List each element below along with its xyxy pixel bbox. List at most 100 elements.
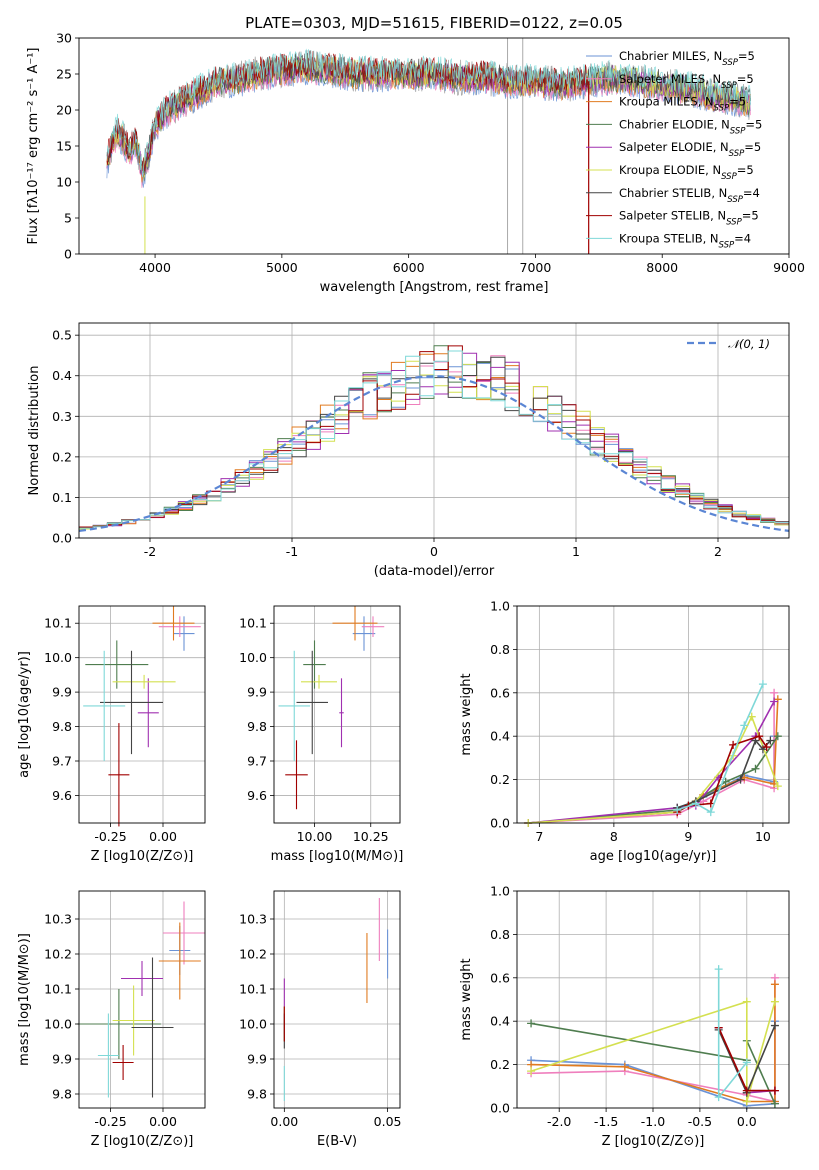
legend-subscript: SSP	[721, 81, 737, 91]
y-tick-label: 0.2	[490, 772, 510, 787]
mass-weight-marker	[527, 1019, 536, 1028]
y-axis-label: age [log10(age/yr)]	[17, 651, 32, 778]
x-tick-label: -0.5	[688, 1114, 712, 1129]
y-tick-label: 9.6	[52, 788, 72, 803]
mass-weight-marker	[773, 732, 782, 741]
y-tick-label: 9.8	[247, 1087, 267, 1102]
y-tick-label: 10.1	[239, 616, 267, 631]
mass-weight-marker	[751, 764, 760, 773]
legend-label: Chabrier STELIB, NSSP=4	[619, 186, 760, 205]
mass-weight-marker	[742, 1058, 751, 1067]
y-tick-label: 0.1	[52, 490, 72, 505]
y-tick-label: 0.0	[490, 816, 510, 831]
x-tick-label: -0.25	[94, 829, 126, 844]
x-tick-label: 9	[684, 829, 692, 844]
mass-weight-marker	[673, 805, 682, 814]
y-axis-label: Flux [fλ10⁻¹⁷ erg cm⁻² s⁻¹ A⁻¹]	[26, 48, 41, 245]
y-tick-label: 10.0	[239, 650, 267, 665]
legend-label: Salpeter ELODIE, NSSP=5	[619, 140, 761, 159]
mass-weight-marker	[740, 721, 749, 730]
x-tick-label: 7	[535, 829, 543, 844]
y-tick-label: 1.0	[490, 884, 510, 899]
mass-weight-line	[528, 699, 779, 824]
y-tick-label: 10.1	[44, 982, 72, 997]
panel-3: 10.00 10.25 9.6 9.7 9.8 9.9 10.0 10.1 mass [log1…	[239, 605, 403, 864]
mass-weight-line	[530, 1000, 776, 1102]
x-tick-label: -1.5	[594, 1114, 618, 1129]
legend-label: 𝒩(0, 1)	[728, 337, 770, 351]
x-tick-label: 10.00	[297, 829, 333, 844]
x-tick-label: 5000	[266, 260, 298, 275]
x-tick-label: 9000	[773, 260, 805, 275]
y-tick-label: 0.4	[490, 1014, 510, 1029]
x-tick-label: 0	[430, 544, 438, 559]
y-tick-label: 9.8	[52, 1087, 72, 1102]
x-tick-label: 0.05	[374, 1114, 402, 1129]
x-tick-label: 4000	[139, 260, 171, 275]
mass-weight-marker	[742, 997, 751, 1006]
y-tick-label: 9.8	[52, 719, 72, 734]
axes-frame	[78, 890, 206, 1109]
mass-weight-marker	[758, 680, 767, 689]
x-tick-label: 7000	[520, 260, 552, 275]
y-axis-label: mass [log10(M/M⊙)]	[17, 933, 32, 1066]
y-tick-label: 10.3	[44, 912, 72, 927]
mass-weight-marker	[770, 697, 779, 706]
y-axis-label: Normed distribution	[27, 366, 42, 496]
legend-label: Salpeter STELIB, NSSP=5	[619, 209, 759, 228]
x-tick-label: 0.00	[270, 1114, 298, 1129]
mass-weight-marker	[729, 740, 738, 749]
mass-weight-marker	[706, 808, 715, 817]
normal-curve	[79, 375, 789, 532]
mass-weight-marker	[742, 1097, 751, 1106]
legend-subscript: SSP	[722, 58, 738, 68]
legend-subscript: SSP	[729, 149, 745, 159]
y-tick-label: 0.0	[52, 531, 72, 546]
y-tick-label: 9.9	[52, 1052, 72, 1067]
y-tick-label: 25	[56, 67, 72, 82]
mass-weight-marker	[742, 1086, 751, 1095]
mass-weight-marker	[770, 980, 779, 989]
y-tick-label: 0.4	[52, 368, 72, 383]
plot-area	[106, 38, 751, 254]
y-tick-label: 0.5	[52, 328, 72, 343]
axes-frame	[516, 605, 790, 824]
mass-weight-marker	[620, 1062, 629, 1071]
x-tick-label: -2	[144, 544, 156, 559]
legend-count: =5	[737, 163, 754, 177]
x-tick-label: 0.0	[737, 1114, 757, 1129]
y-tick-label: 15	[56, 139, 72, 154]
y-tick-label: 20	[56, 103, 72, 118]
plot-area	[283, 898, 389, 1101]
x-tick-label: -0.25	[94, 1114, 126, 1129]
mass-weight-marker	[527, 1067, 536, 1076]
axes-frame	[78, 605, 206, 824]
y-tick-label: 9.9	[52, 685, 72, 700]
plot-area	[83, 606, 201, 827]
legend-count: =4	[734, 231, 751, 245]
legend-count: =5	[738, 49, 755, 63]
mass-weight-line	[717, 969, 748, 1100]
y-tick-label: 9.9	[247, 685, 267, 700]
y-tick-label: 10.1	[239, 982, 267, 997]
mass-weight-marker	[766, 736, 775, 745]
y-tick-label: 0.0	[490, 1101, 510, 1116]
y-tick-label: 10.3	[239, 912, 267, 927]
legend-subscript: SSP	[726, 218, 742, 228]
y-axis-label: mass weight	[459, 958, 474, 1040]
y-tick-label: 10.0	[44, 1017, 72, 1032]
mass-weight-marker	[762, 743, 771, 752]
mass-weight-line	[676, 738, 772, 809]
mass-weight-line	[528, 714, 779, 824]
y-axis-label: mass weight	[459, 673, 474, 755]
mass-weight-marker	[770, 1086, 779, 1095]
y-tick-label: 10	[56, 175, 72, 190]
legend-count: =5	[737, 72, 754, 86]
y-tick-label: 0.2	[490, 1057, 510, 1072]
y-tick-label: 9.9	[247, 1052, 267, 1067]
plot-area	[527, 965, 779, 1110]
legend-count: =5	[729, 95, 746, 109]
legend-label: Chabrier ELODIE, NSSP=5	[619, 117, 762, 136]
y-tick-label: 0.8	[490, 927, 510, 942]
panel-0: 4000 5000 6000 7000 8000 9000 0 5 10 15 20 25 30 wave…	[26, 31, 805, 296]
